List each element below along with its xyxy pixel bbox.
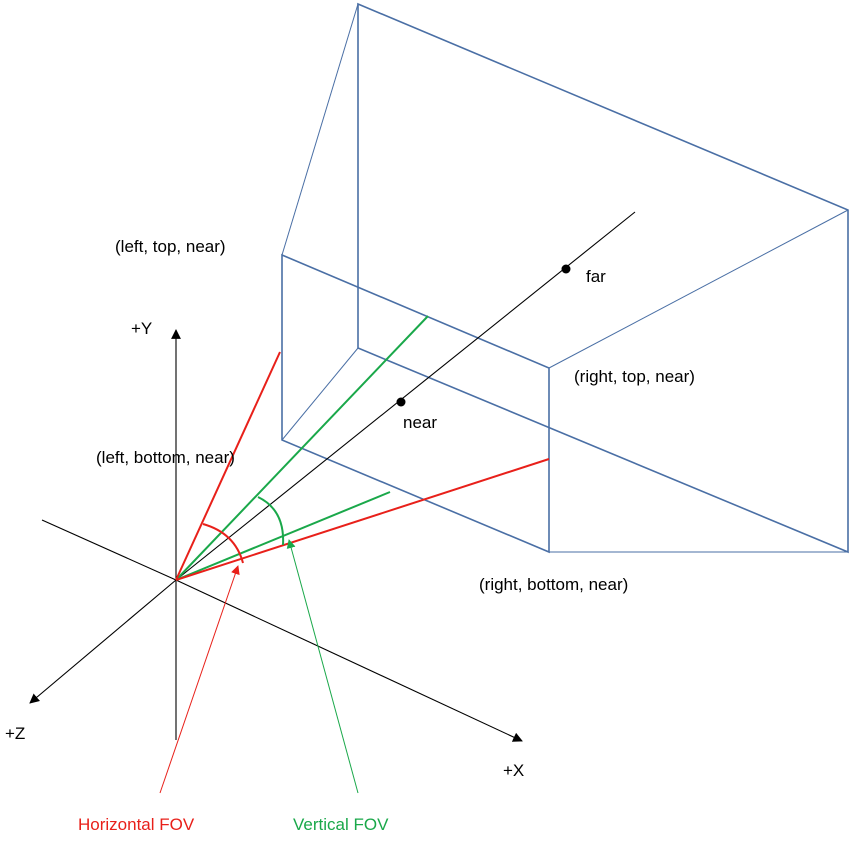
x-axis xyxy=(175,579,523,742)
vertical-fov-pointer xyxy=(286,539,359,794)
label-vertical-fov: Vertical FOV xyxy=(293,815,389,834)
far-point xyxy=(561,264,571,274)
axes xyxy=(29,211,636,742)
vertical-fov-upper-ray xyxy=(175,315,429,581)
horizontal-fov-arc xyxy=(202,523,244,564)
label-axis-x: +X xyxy=(503,761,524,780)
horizontal-fov-pointer xyxy=(159,565,240,794)
label-left-top-near: (left, top, near) xyxy=(115,237,226,256)
label-right-top-near: (right, top, near) xyxy=(574,367,695,386)
z-axis xyxy=(29,579,177,704)
horizontal-fov-right-ray xyxy=(175,458,550,581)
horizontal-fov-left-ray xyxy=(175,351,281,581)
frustum xyxy=(281,2,849,554)
near-plane xyxy=(281,253,550,554)
label-left-bottom-near: (left, bottom, near) xyxy=(96,448,235,467)
label-far: far xyxy=(586,267,606,286)
view-direction-axis xyxy=(175,211,636,581)
label-horizontal-fov: Horizontal FOV xyxy=(78,815,195,834)
label-near: near xyxy=(403,413,437,432)
vertical-fov-arc xyxy=(257,496,285,546)
frustum-edge-bottom-left xyxy=(281,347,359,441)
label-axis-z: +Z xyxy=(5,724,25,743)
near-point xyxy=(396,397,406,407)
horizontal-fov-rays xyxy=(175,351,550,581)
frustum-edge-top-right xyxy=(548,209,849,369)
frustum-edge-top-left xyxy=(281,3,359,256)
z-axis-back xyxy=(41,519,177,581)
label-right-bottom-near: (right, bottom, near) xyxy=(479,575,628,594)
label-axis-y: +Y xyxy=(131,319,152,338)
